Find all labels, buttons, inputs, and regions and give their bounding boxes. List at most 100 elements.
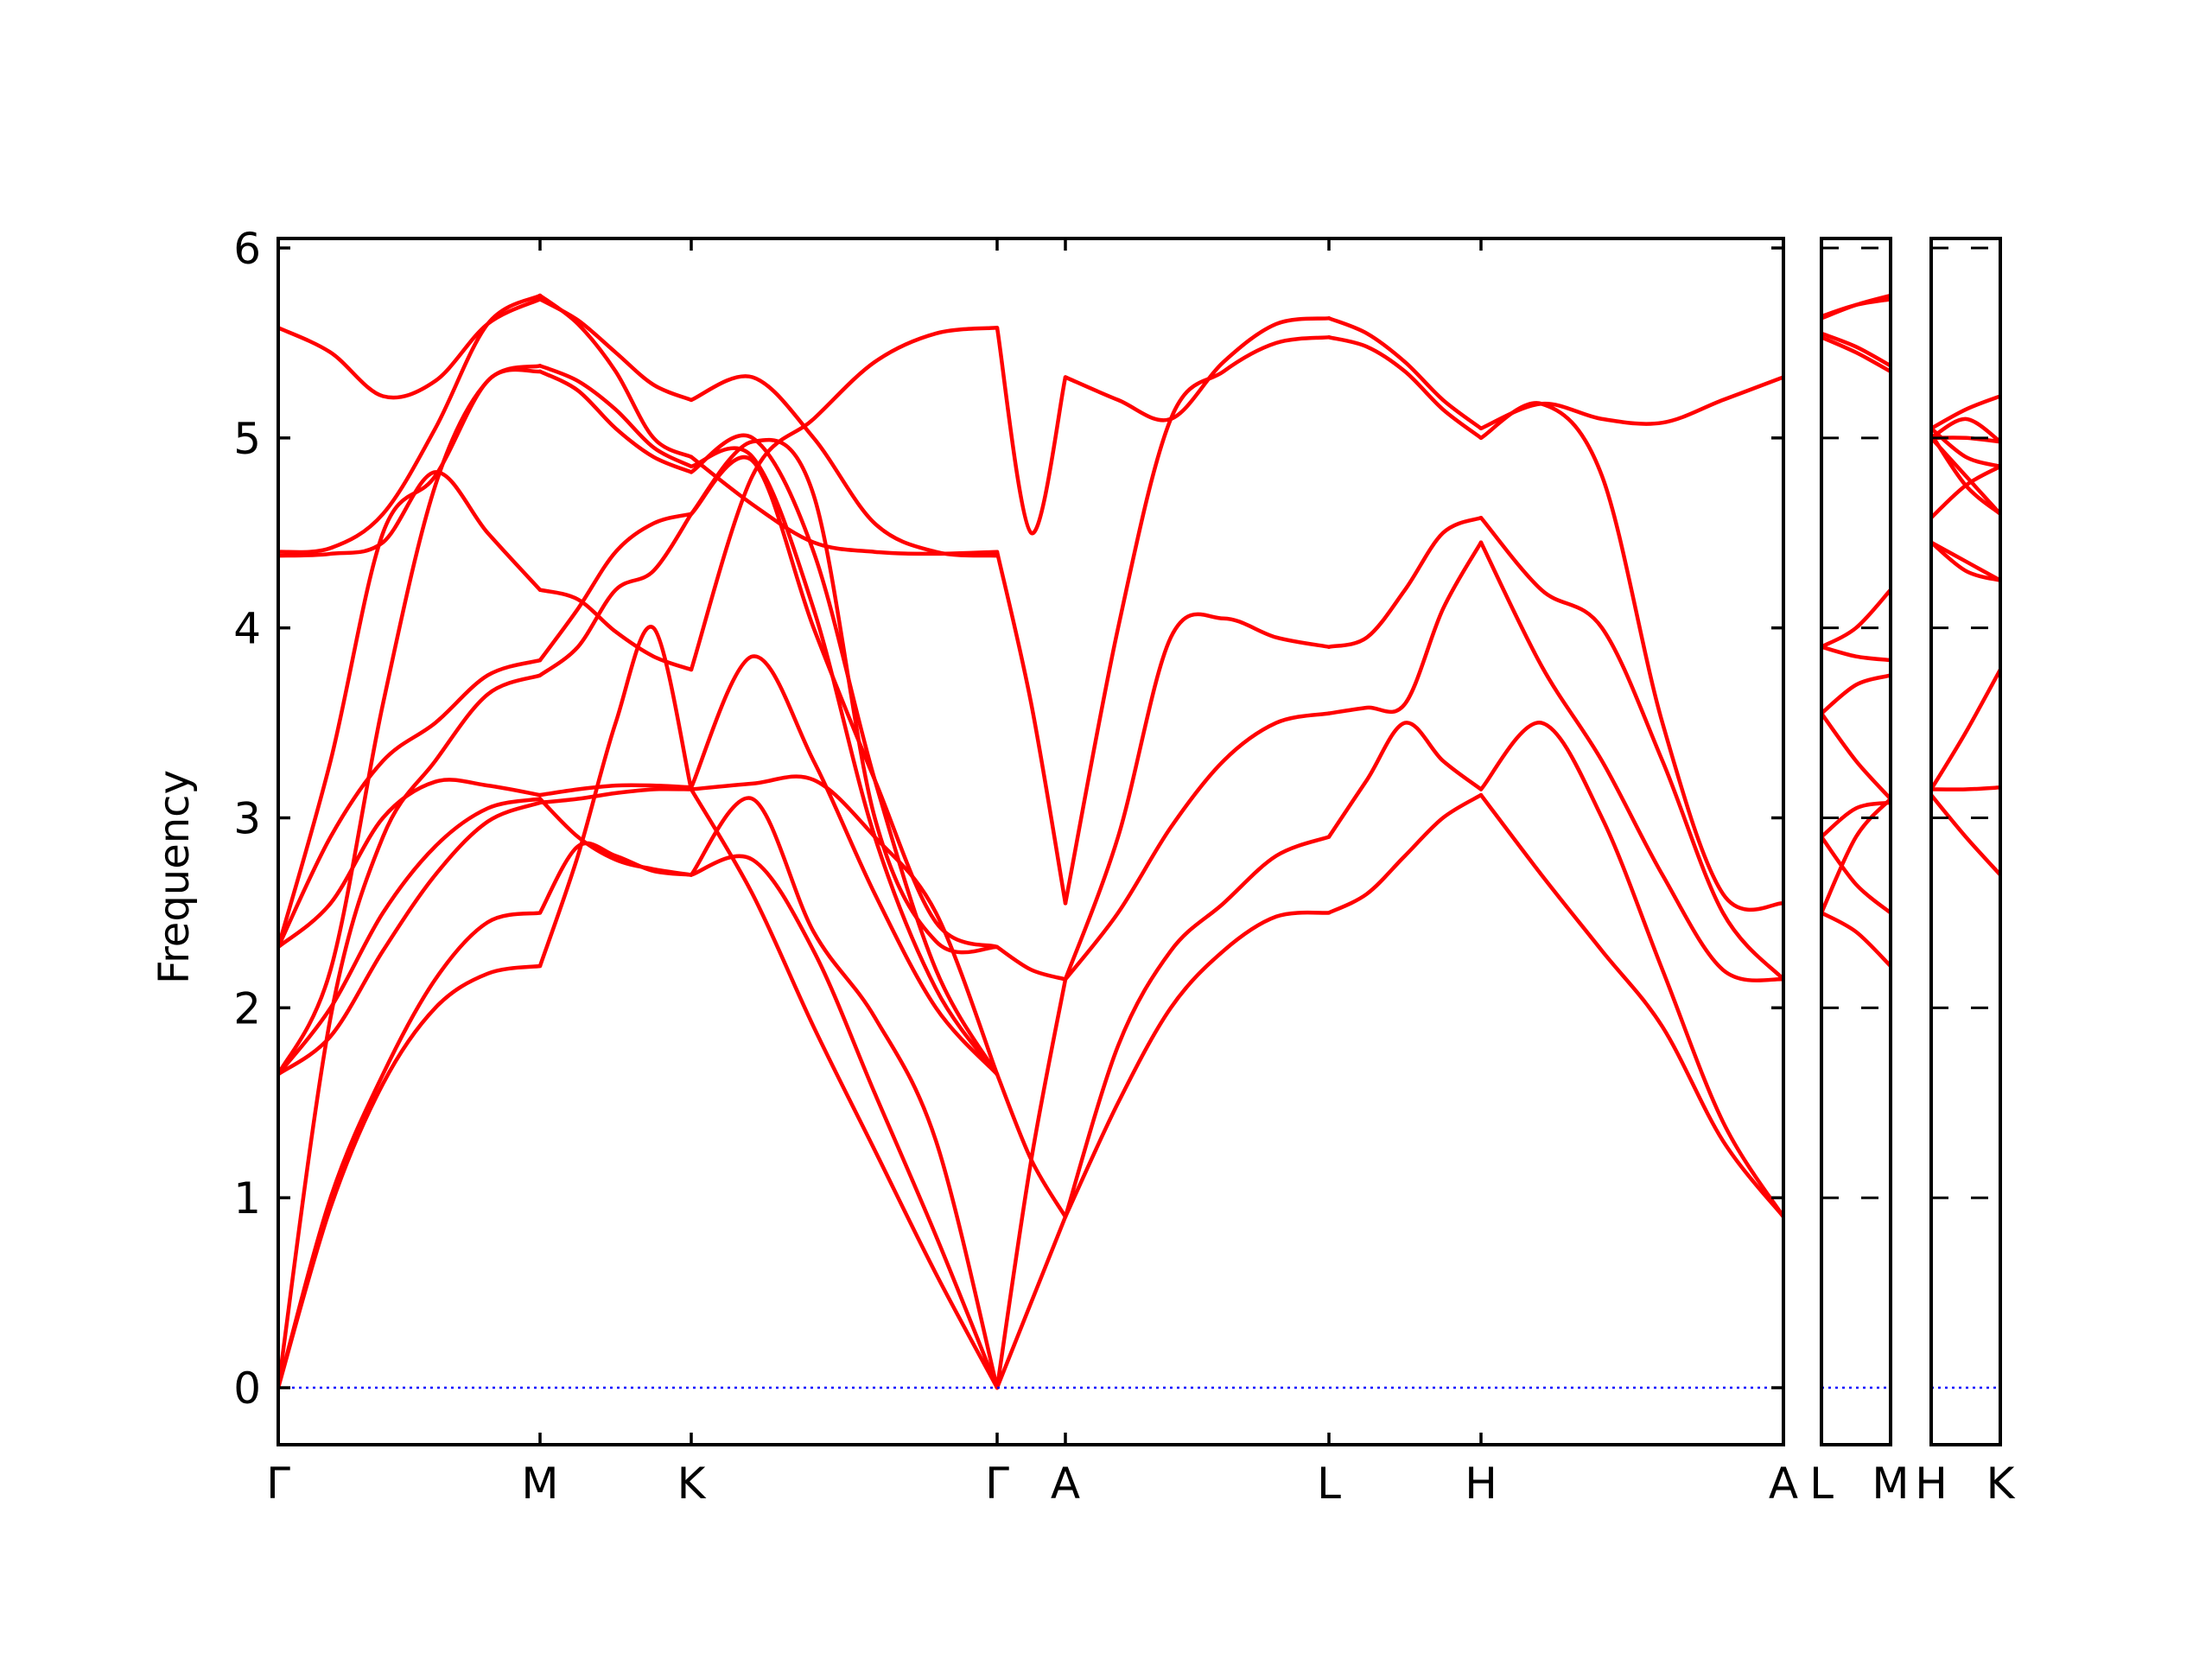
band-curve xyxy=(1478,792,1783,1219)
band-curve xyxy=(1821,800,1891,839)
band-curve xyxy=(689,774,1000,1077)
band-curve xyxy=(689,654,1000,1077)
band-curve xyxy=(1821,711,1891,801)
x-tick-label: H xyxy=(1915,1459,1948,1509)
band-curve xyxy=(995,1072,1068,1219)
band-curve xyxy=(689,326,1000,672)
band-curve xyxy=(1931,667,2000,791)
panel-frame xyxy=(1929,237,2002,1446)
frame-layer xyxy=(276,237,2002,1446)
band-curve xyxy=(278,297,543,400)
band-curve xyxy=(1063,835,1332,1219)
band-curve xyxy=(1931,416,2000,444)
x-tick-label: Γ xyxy=(985,1459,1009,1509)
band-curve xyxy=(537,369,694,474)
x-tick-label: K xyxy=(1986,1459,2016,1509)
band-curve xyxy=(995,550,1068,906)
x-tick-label: H xyxy=(1465,1459,1497,1509)
bands-layer xyxy=(278,293,2000,1390)
band-curve xyxy=(1931,426,2000,469)
band-curve xyxy=(537,625,694,969)
band-curve xyxy=(1478,540,1783,982)
x-tick-label: A xyxy=(1769,1459,1798,1509)
band-curve xyxy=(1931,785,2000,791)
y-axis-title: Frequency xyxy=(150,770,199,984)
band-curve xyxy=(278,797,543,1077)
x-tick-label: L xyxy=(1809,1459,1834,1509)
band-curve xyxy=(1326,792,1484,915)
band-curve xyxy=(537,797,694,877)
band-curve xyxy=(1821,911,1891,969)
band-curve xyxy=(1821,331,1891,368)
y-tick-label: 5 xyxy=(233,414,261,464)
band-curve xyxy=(1063,711,1332,982)
band-curve xyxy=(278,470,543,592)
band-curve xyxy=(689,433,1000,1077)
band-curve xyxy=(1931,540,2000,582)
band-curve xyxy=(537,364,694,469)
band-curve xyxy=(1063,612,1332,982)
y-tick-label: 0 xyxy=(233,1363,261,1414)
band-curve xyxy=(1326,721,1484,839)
band-curve xyxy=(537,297,694,403)
band-curve xyxy=(1326,335,1484,441)
band-curve xyxy=(995,944,1068,982)
band-curve xyxy=(1063,316,1332,423)
band-curve xyxy=(278,800,543,1077)
tick-layer xyxy=(276,238,2002,1445)
x-tick-label: A xyxy=(1051,1459,1080,1509)
band-curve xyxy=(1821,797,1891,915)
band-curve xyxy=(1821,297,1891,319)
band-curve xyxy=(689,787,1000,1390)
y-tick-label: 1 xyxy=(233,1173,261,1224)
band-curve xyxy=(1931,792,2000,877)
band-curve xyxy=(689,374,1000,558)
band-curve xyxy=(689,437,1000,955)
y-tick-label: 6 xyxy=(233,224,261,274)
band-curve xyxy=(1326,316,1484,431)
band-curve xyxy=(537,512,694,677)
band-curve xyxy=(278,673,543,1390)
band-curve xyxy=(1821,673,1891,715)
panel-bands-L-M xyxy=(1821,293,1891,969)
band-curve xyxy=(1821,335,1891,374)
band-curve xyxy=(278,658,543,950)
band-curve xyxy=(1821,645,1891,663)
band-curve xyxy=(537,783,694,798)
band-curve xyxy=(1821,588,1891,649)
band-curve xyxy=(1931,432,2000,517)
band-curve xyxy=(537,588,694,672)
band-curve xyxy=(278,911,543,1390)
band-curve xyxy=(1931,540,2000,582)
band-curve xyxy=(689,854,1000,1390)
panel-bands-main xyxy=(278,293,1783,1390)
band-curve xyxy=(1478,721,1783,1219)
band-curve xyxy=(1478,375,1783,431)
band-curve xyxy=(1478,515,1783,982)
y-tick-label: 2 xyxy=(233,983,261,1033)
band-curve xyxy=(1063,910,1332,1219)
band-curve xyxy=(537,786,694,805)
y-tick-label: 3 xyxy=(233,794,261,844)
band-curve xyxy=(689,796,1000,1390)
band-curve xyxy=(689,446,1000,1077)
x-tick-label: L xyxy=(1317,1459,1341,1509)
panel-frame xyxy=(276,237,1785,1446)
band-curve xyxy=(278,364,543,950)
band-curve xyxy=(1063,335,1332,906)
band-curve xyxy=(1821,835,1891,915)
y-tick-label: 4 xyxy=(233,604,261,654)
band-curve xyxy=(995,326,1068,536)
x-tick-label: M xyxy=(521,1459,558,1509)
x-tick-label: K xyxy=(677,1459,707,1509)
panel-bands-H-K xyxy=(1931,394,2000,877)
band-curve xyxy=(537,512,694,663)
x-tick-label: Γ xyxy=(266,1459,290,1509)
x-tick-label: M xyxy=(1872,1459,1909,1509)
band-curve xyxy=(1326,515,1484,649)
panel-frame xyxy=(1820,237,1892,1446)
band-curve xyxy=(995,1214,1068,1390)
